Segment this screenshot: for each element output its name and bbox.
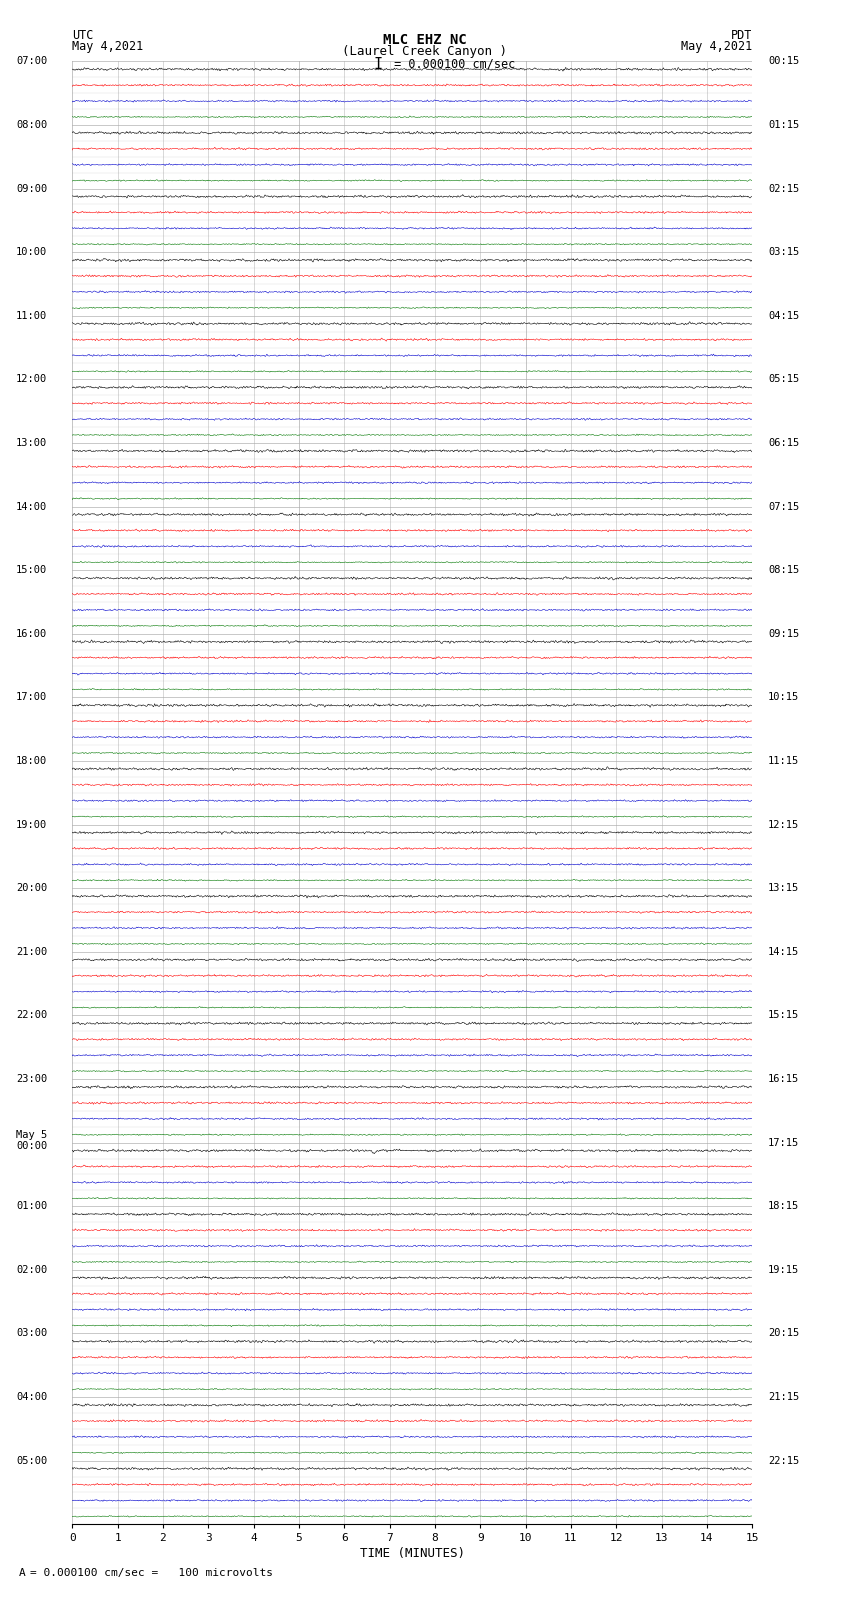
Text: A: A (19, 1568, 26, 1578)
Text: 16:00: 16:00 (16, 629, 48, 639)
Text: May 5: May 5 (16, 1129, 48, 1140)
Text: 17:00: 17:00 (16, 692, 48, 702)
Text: 19:00: 19:00 (16, 819, 48, 829)
Text: 03:00: 03:00 (16, 1329, 48, 1339)
Text: 04:15: 04:15 (768, 311, 799, 321)
Text: 10:00: 10:00 (16, 247, 48, 256)
Text: PDT: PDT (731, 29, 752, 42)
Text: 13:15: 13:15 (768, 884, 799, 894)
Text: 09:00: 09:00 (16, 184, 48, 194)
Text: 02:15: 02:15 (768, 184, 799, 194)
Text: 05:15: 05:15 (768, 374, 799, 384)
Text: 19:15: 19:15 (768, 1265, 799, 1274)
Text: 22:00: 22:00 (16, 1010, 48, 1021)
Text: May 4,2021: May 4,2021 (681, 40, 752, 53)
Text: 18:15: 18:15 (768, 1202, 799, 1211)
Text: 23:00: 23:00 (16, 1074, 48, 1084)
Text: 00:00: 00:00 (16, 1140, 48, 1150)
Text: 05:00: 05:00 (16, 1455, 48, 1466)
Text: 00:15: 00:15 (768, 56, 799, 66)
Text: 02:00: 02:00 (16, 1265, 48, 1274)
Text: = 0.000100 cm/sec: = 0.000100 cm/sec (387, 58, 515, 71)
Text: 15:15: 15:15 (768, 1010, 799, 1021)
Text: 22:15: 22:15 (768, 1455, 799, 1466)
Text: 11:15: 11:15 (768, 756, 799, 766)
Text: I: I (373, 58, 382, 73)
Text: 08:00: 08:00 (16, 119, 48, 131)
Text: 04:00: 04:00 (16, 1392, 48, 1402)
Text: 21:00: 21:00 (16, 947, 48, 957)
Text: 12:00: 12:00 (16, 374, 48, 384)
Text: 18:00: 18:00 (16, 756, 48, 766)
Text: 13:00: 13:00 (16, 439, 48, 448)
Text: 15:00: 15:00 (16, 565, 48, 576)
Text: MLC EHZ NC: MLC EHZ NC (383, 32, 467, 47)
Text: 01:00: 01:00 (16, 1202, 48, 1211)
Text: 14:00: 14:00 (16, 502, 48, 511)
Text: 03:15: 03:15 (768, 247, 799, 256)
Text: May 4,2021: May 4,2021 (72, 40, 144, 53)
Text: UTC: UTC (72, 29, 94, 42)
Text: (Laurel Creek Canyon ): (Laurel Creek Canyon ) (343, 45, 507, 58)
Text: 10:15: 10:15 (768, 692, 799, 702)
Text: 16:15: 16:15 (768, 1074, 799, 1084)
X-axis label: TIME (MINUTES): TIME (MINUTES) (360, 1547, 465, 1560)
Text: 21:15: 21:15 (768, 1392, 799, 1402)
Text: = 0.000100 cm/sec =   100 microvolts: = 0.000100 cm/sec = 100 microvolts (30, 1568, 273, 1578)
Text: 01:15: 01:15 (768, 119, 799, 131)
Text: 09:15: 09:15 (768, 629, 799, 639)
Text: 20:15: 20:15 (768, 1329, 799, 1339)
Text: 12:15: 12:15 (768, 819, 799, 829)
Text: 06:15: 06:15 (768, 439, 799, 448)
Text: 14:15: 14:15 (768, 947, 799, 957)
Text: 07:15: 07:15 (768, 502, 799, 511)
Text: 11:00: 11:00 (16, 311, 48, 321)
Text: 17:15: 17:15 (768, 1137, 799, 1147)
Text: 20:00: 20:00 (16, 884, 48, 894)
Text: 07:00: 07:00 (16, 56, 48, 66)
Text: 08:15: 08:15 (768, 565, 799, 576)
